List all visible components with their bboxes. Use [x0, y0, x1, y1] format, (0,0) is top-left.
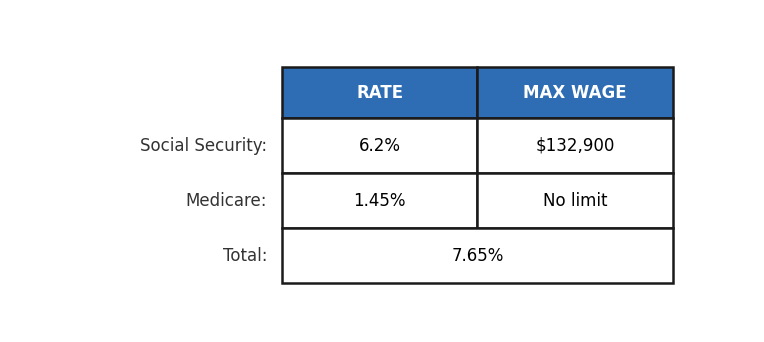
Text: MAX WAGE: MAX WAGE	[523, 84, 627, 102]
Text: RATE: RATE	[356, 84, 403, 102]
Text: No limit: No limit	[543, 192, 607, 210]
Text: 1.45%: 1.45%	[354, 192, 406, 210]
Bar	[282, 67, 478, 118]
Bar	[282, 173, 478, 228]
Text: Medicare:: Medicare:	[186, 192, 267, 210]
Text: 7.65%: 7.65%	[452, 247, 503, 265]
Bar	[478, 67, 673, 118]
Bar	[282, 228, 673, 283]
Bar	[478, 173, 673, 228]
Text: $132,900: $132,900	[536, 137, 615, 155]
Bar	[282, 118, 478, 173]
Bar	[478, 118, 673, 173]
Text: Total:: Total:	[223, 247, 267, 265]
Text: Social Security:: Social Security:	[140, 137, 267, 155]
Text: 6.2%: 6.2%	[359, 137, 400, 155]
